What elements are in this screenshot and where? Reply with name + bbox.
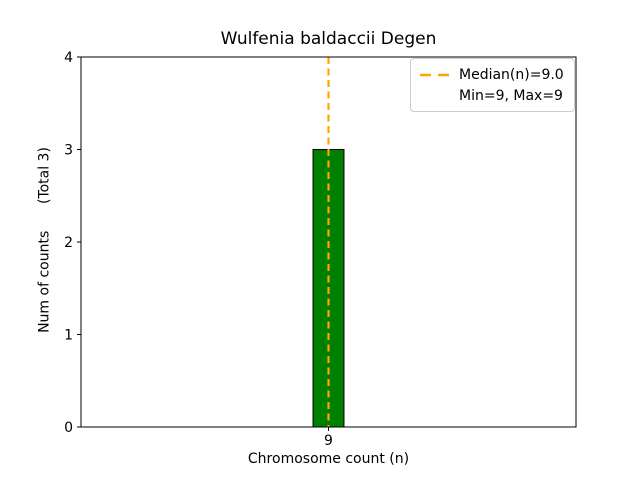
x-tick-label: 9 bbox=[324, 433, 333, 449]
y-tick-label: 3 bbox=[64, 143, 73, 159]
legend-entry-stats: Min=9, Max=9 bbox=[420, 85, 566, 106]
x-axis-label: Chromosome count (n) bbox=[247, 451, 410, 467]
chart-title: Wulfenia baldaccii Degen bbox=[220, 29, 437, 49]
y-axis-label: Num of counts (Total 3) bbox=[36, 147, 53, 333]
legend-entry-median: Median(n)=9.0 bbox=[420, 64, 566, 85]
legend-stats-label: Min=9, Max=9 bbox=[459, 87, 563, 104]
y-tick-label: 2 bbox=[64, 235, 73, 251]
y-tick-label: 4 bbox=[64, 50, 73, 66]
legend-median-label: Median(n)=9.0 bbox=[459, 66, 564, 83]
y-tick-label: 0 bbox=[64, 420, 73, 436]
median-dash-swatch-icon bbox=[420, 72, 450, 78]
y-tick-label: 1 bbox=[64, 328, 73, 344]
legend: Median(n)=9.0 Min=9, Max=9 bbox=[410, 58, 575, 112]
